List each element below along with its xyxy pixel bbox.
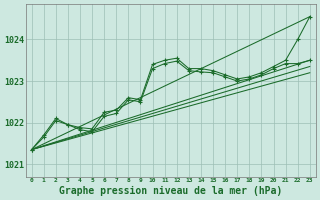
- X-axis label: Graphe pression niveau de la mer (hPa): Graphe pression niveau de la mer (hPa): [59, 186, 282, 196]
